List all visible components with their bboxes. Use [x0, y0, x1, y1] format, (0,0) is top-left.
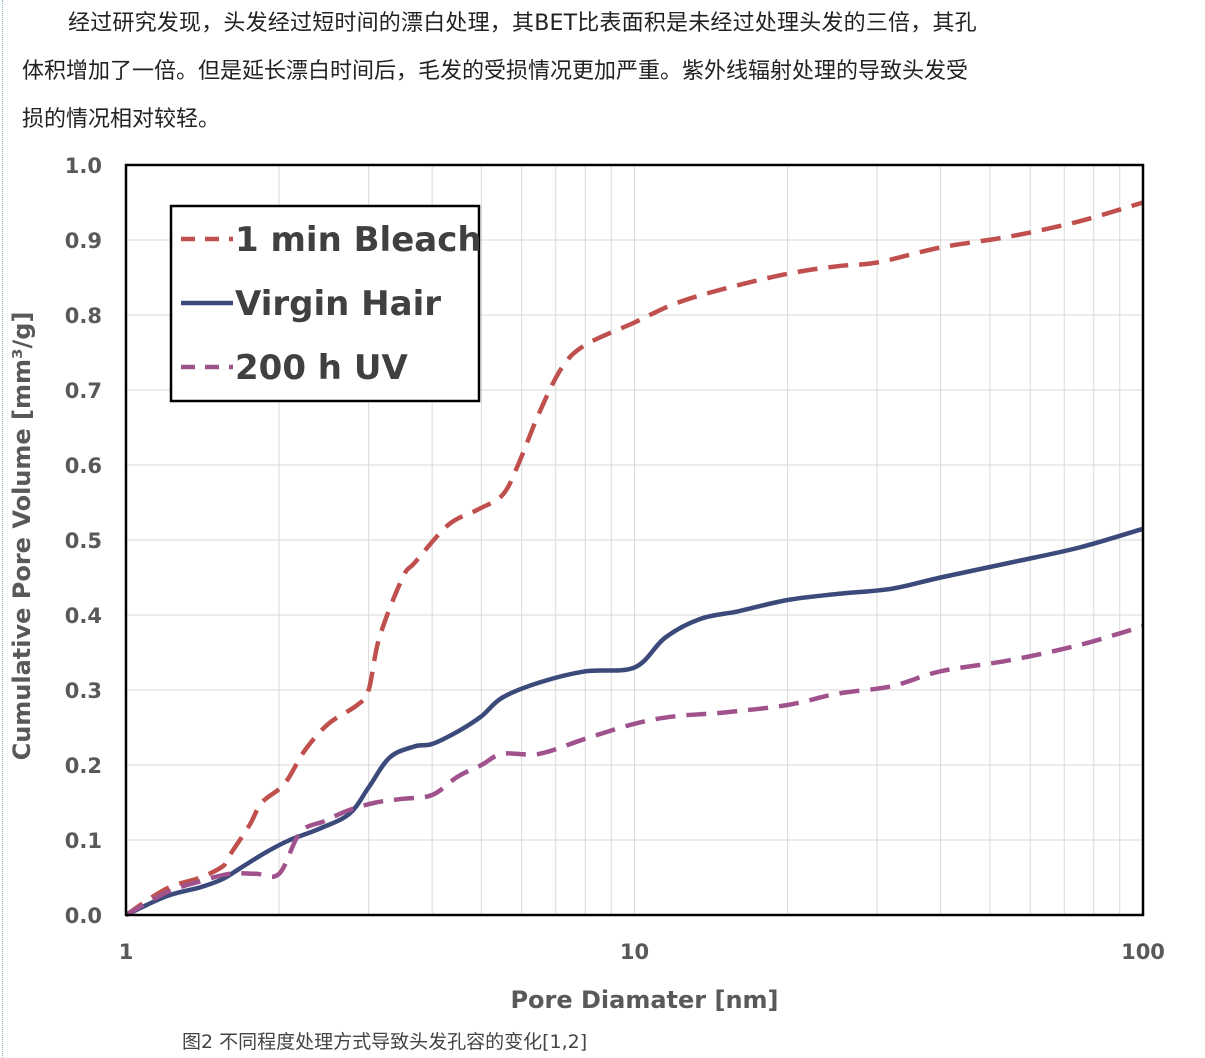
y-tick-label: 0.5 — [65, 529, 102, 553]
y-tick-label: 0.3 — [65, 679, 102, 703]
y-tick-label: 0.1 — [65, 829, 102, 853]
x-tick-label: 1 — [119, 940, 134, 964]
y-tick-label: 0.2 — [65, 754, 102, 778]
y-axis-label: Cumulative Pore Volume [mm³/g] — [8, 312, 36, 761]
figure-caption: 图2 不同程度处理方式导致头发孔容的变化[1,2] — [182, 1031, 588, 1053]
paragraph-line-3: 损的情况相对较轻。 — [22, 107, 221, 132]
series-line-virgin-hair — [125, 526, 1144, 918]
x-tick-label: 10 — [620, 940, 649, 964]
page-edge-guide — [2, 0, 3, 1058]
y-tick-label: 0.9 — [65, 229, 102, 253]
legend-label-200-h-uv: 200 h UV — [235, 348, 408, 388]
y-tick-label: 0.6 — [65, 454, 102, 478]
pore-volume-chart: 0.00.10.20.30.40.50.60.70.80.91.01 10 100 … — [8, 154, 1165, 1014]
series-line-1-min-bleach — [124, 200, 1144, 917]
chart-tick-labels: 0.0 0.1 0.2 0.3 0.4 0.5 0.6 0.7 0.8 0.9 1.0 1 10 100 — [65, 154, 1165, 964]
y-tick-label: 0.0 — [65, 904, 102, 928]
x-axis-label: Pore Diamater [nm] — [510, 986, 778, 1014]
chart-legend: 1 min Bleach Virgin Hair 200 h UV — [169, 204, 482, 403]
article-paragraph: 经过研究发现，头发经过短时间的漂白处理，其BET比表面积是未经过处理头发的三倍，… — [22, 0, 1182, 144]
y-tick-label: 0.7 — [65, 379, 102, 403]
y-tick-label: 1.0 — [65, 154, 102, 178]
plot-frame — [124, 163, 1145, 917]
y-tick-label: 0.8 — [65, 304, 102, 328]
series-line-200-h-uv — [124, 624, 1144, 917]
y-tick-label: 0.4 — [65, 604, 102, 628]
legend-label-virgin-hair: Virgin Hair — [235, 284, 441, 324]
paragraph-line-1: 经过研究发现，头发经过短时间的漂白处理，其BET比表面积是未经过处理头发的三倍，… — [68, 11, 977, 36]
x-tick-label: 100 — [1121, 940, 1165, 964]
chart-series — [124, 200, 1144, 918]
legend-label-1-min-bleach: 1 min Bleach — [235, 220, 482, 260]
paragraph-line-2: 体积增加了一倍。但是延长漂白时间后，毛发的受损情况更加严重。紫外线辐射处理的导致… — [22, 59, 969, 84]
